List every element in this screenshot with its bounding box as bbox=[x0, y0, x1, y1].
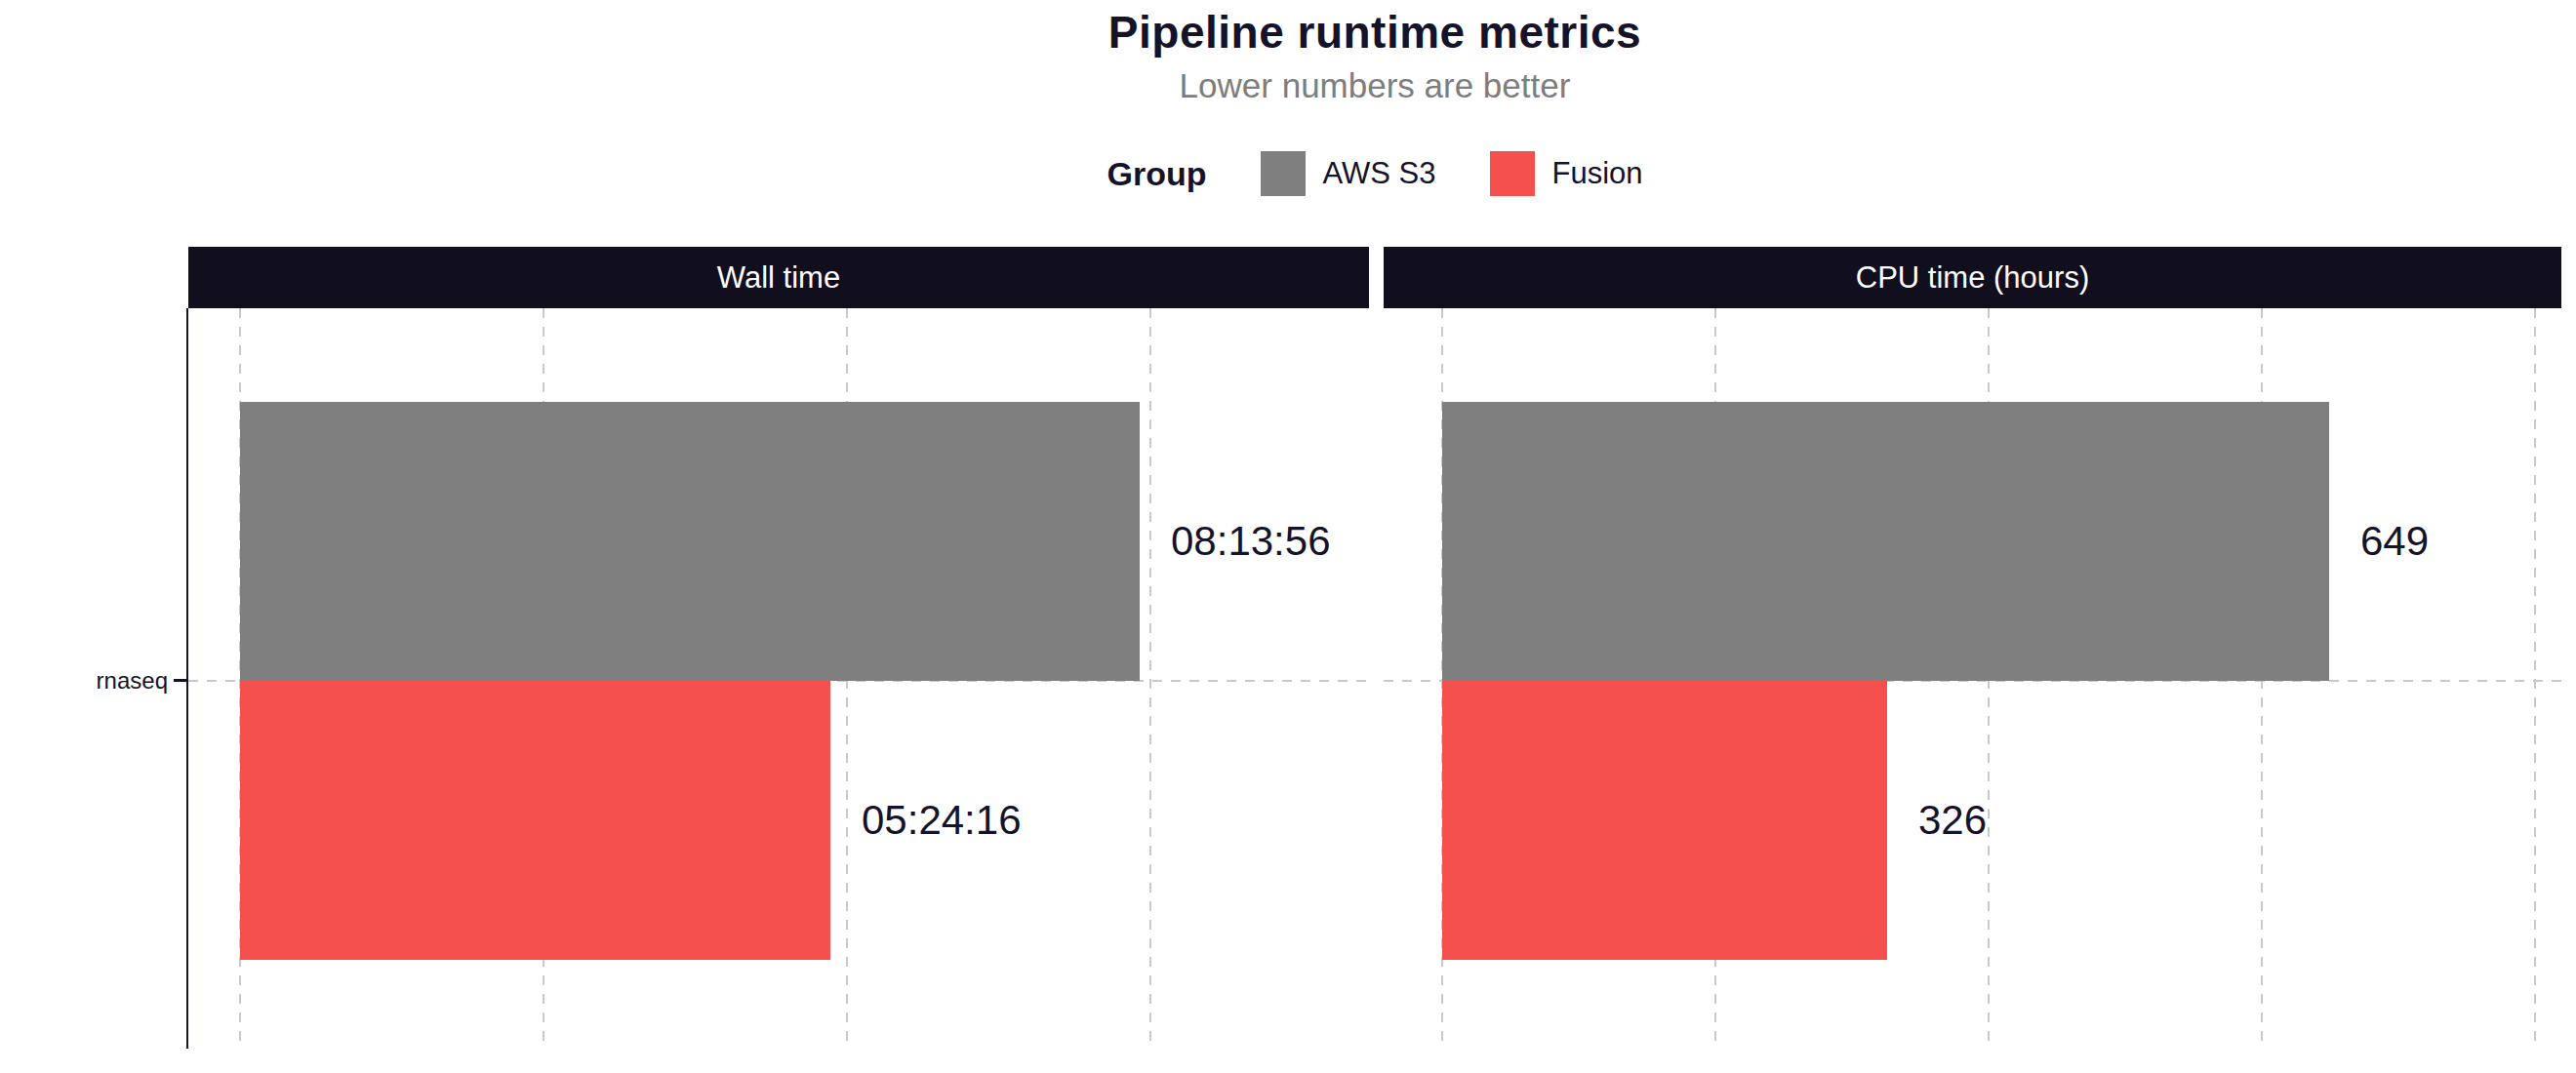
legend-label-aws-s3: AWS S3 bbox=[1322, 156, 1435, 191]
bar-value-label-aws-s3-cpu-time-hours-: 649 bbox=[2360, 518, 2429, 565]
y-axis-category-label: rnaseq bbox=[0, 667, 168, 695]
legend-swatch-fusion bbox=[1490, 151, 1535, 196]
chart-title: Pipeline runtime metrics bbox=[188, 6, 2561, 59]
facet-strip-cpu-time-hours-: CPU time (hours) bbox=[1384, 247, 2561, 308]
bar-value-label-fusion-cpu-time-hours-: 326 bbox=[1918, 797, 1987, 844]
bar-fusion-cpu-time-hours- bbox=[1442, 681, 1887, 960]
legend-title: Group bbox=[1107, 155, 1206, 193]
bar-value-label-aws-s3-wall-time: 08:13:56 bbox=[1171, 518, 1331, 565]
legend-item-aws-s3: AWS S3 bbox=[1261, 151, 1435, 196]
pipeline-runtime-chart: Pipeline runtime metrics Lower numbers a… bbox=[0, 0, 2576, 1073]
legend: Group AWS S3 Fusion bbox=[188, 146, 2561, 201]
facet-strip-wall-time: Wall time bbox=[188, 247, 1369, 308]
legend-label-fusion: Fusion bbox=[1551, 156, 1642, 191]
legend-item-fusion: Fusion bbox=[1490, 151, 1642, 196]
bar-aws-s3-wall-time bbox=[240, 402, 1140, 681]
bar-aws-s3-cpu-time-hours- bbox=[1442, 402, 2329, 681]
bar-value-label-fusion-wall-time: 05:24:16 bbox=[862, 797, 1022, 844]
y-axis-tick bbox=[174, 679, 187, 682]
bar-fusion-wall-time bbox=[240, 681, 830, 960]
panel-plot-cpu-time-hours-: 649 326 bbox=[1384, 308, 2561, 1049]
facet-strip-label: Wall time bbox=[717, 260, 840, 296]
vertical-gridline bbox=[2534, 308, 2536, 1049]
vertical-gridline bbox=[1149, 308, 1151, 1049]
panel-plot-wall-time: 08:13:56 05:24:16 bbox=[188, 308, 1369, 1049]
facet-strip-label: CPU time (hours) bbox=[1856, 260, 2089, 296]
chart-subtitle: Lower numbers are better bbox=[188, 66, 2561, 105]
legend-swatch-aws-s3 bbox=[1261, 151, 1306, 196]
